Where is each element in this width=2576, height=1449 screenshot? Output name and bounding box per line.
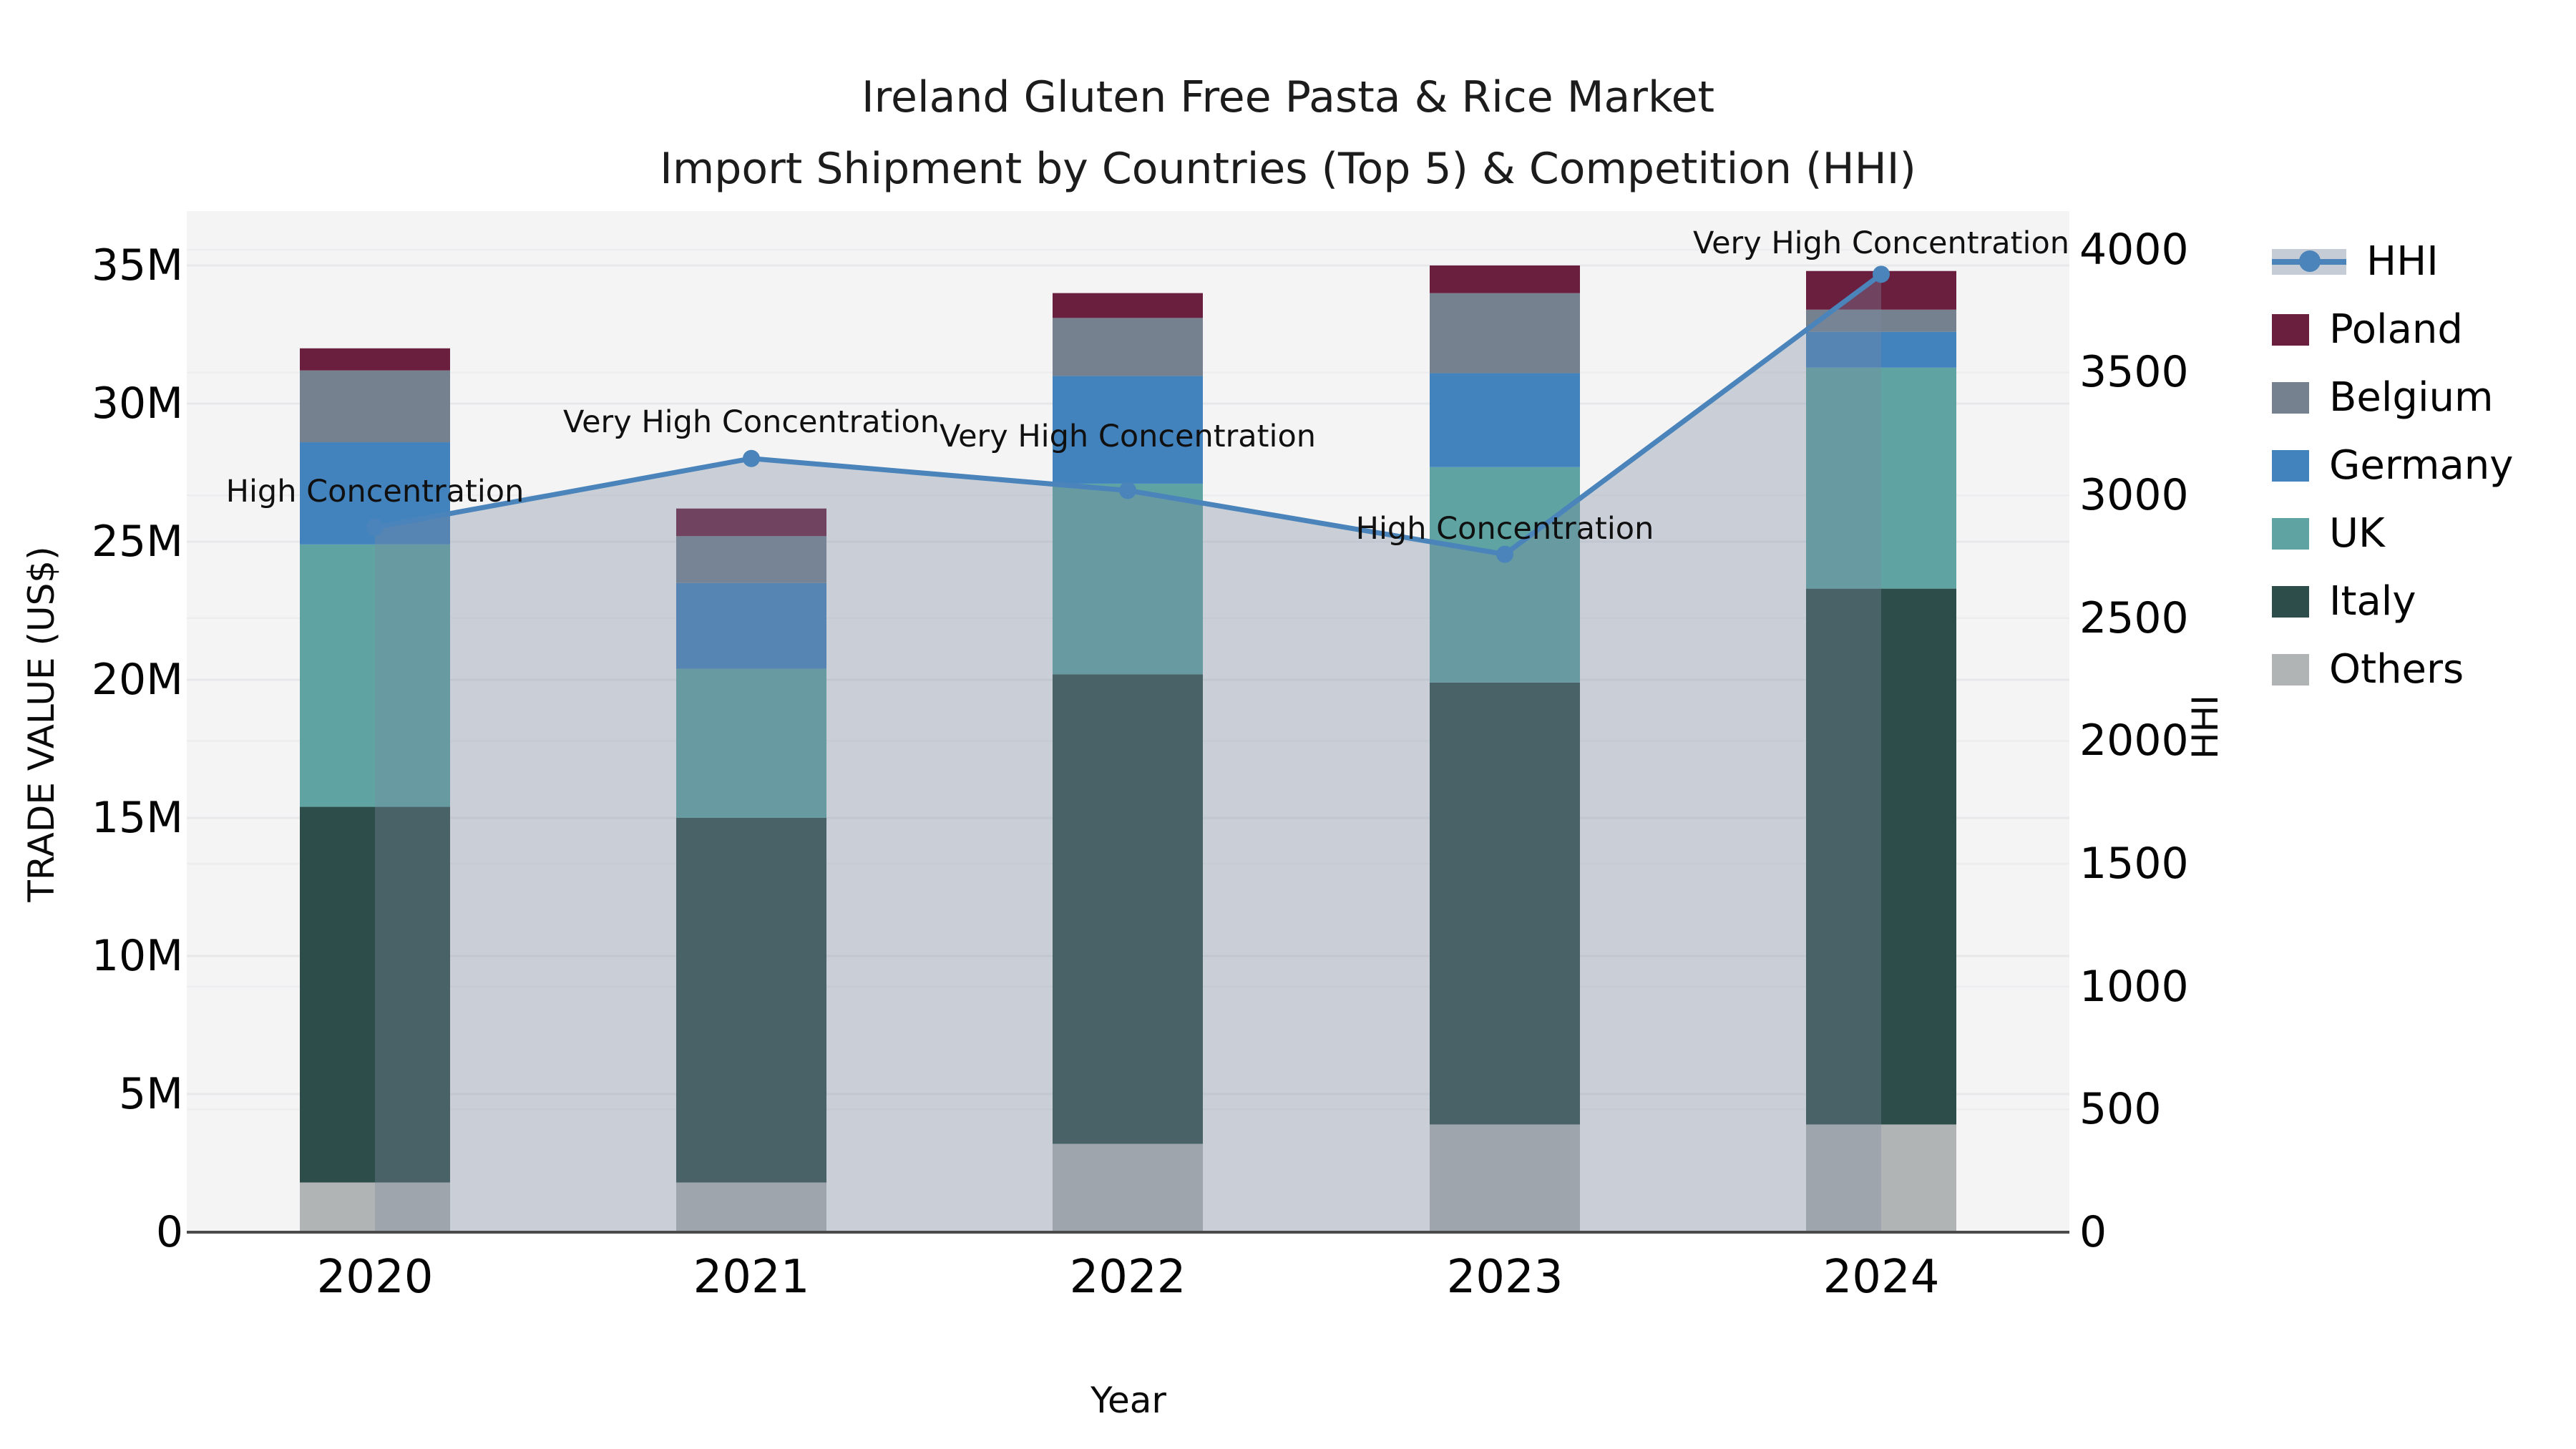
bar-segment-others-2022 <box>1053 1143 1203 1232</box>
legend-item-germany: Germany <box>2272 431 2572 499</box>
legend-item-belgium: Belgium <box>2272 364 2572 431</box>
left-tick-15m: 15M <box>91 793 183 843</box>
right-axis-title: HHI <box>2185 695 2226 759</box>
hhi-marker-2020 <box>366 518 384 536</box>
poland-swatch-icon <box>2272 313 2309 346</box>
legend-item-italy: Italy <box>2272 567 2572 635</box>
bar-segment-italy-2022 <box>1053 674 1203 1144</box>
bar-segment-uk-2021 <box>676 668 826 818</box>
legend-item-others: Others <box>2272 635 2572 703</box>
x-tick-2022: 2022 <box>1069 1251 1186 1304</box>
hhi-line-icon <box>2272 248 2346 275</box>
uk-swatch-icon <box>2272 517 2309 550</box>
legend-label: Others <box>2329 646 2464 693</box>
bar-segment-poland-2021 <box>676 508 826 537</box>
right-tick-1500: 1500 <box>2079 839 2189 889</box>
x-tick-2023: 2023 <box>1446 1251 1563 1304</box>
left-tick-5m: 5M <box>119 1069 183 1119</box>
x-tick-2024: 2024 <box>1823 1251 1940 1304</box>
annotation-2021: Very High Concentration <box>562 404 940 440</box>
left-tick-20m: 20M <box>91 655 183 705</box>
hhi-marker-2024 <box>1873 265 1890 283</box>
others-swatch-icon <box>2272 653 2309 686</box>
legend: HHI Poland Belgium Germany UK Italy Othe… <box>2272 228 2572 703</box>
legend-label: HHI <box>2366 238 2439 285</box>
right-tick-3500: 3500 <box>2079 347 2189 397</box>
bar-segment-uk-2024 <box>1806 367 1956 589</box>
hhi-marker-2021 <box>743 449 760 467</box>
belgium-swatch-icon <box>2272 381 2309 414</box>
legend-label: Belgium <box>2329 374 2494 421</box>
x-tick-2021: 2021 <box>693 1251 810 1304</box>
right-tick-4000: 4000 <box>2079 225 2189 275</box>
bar-segment-others-2023 <box>1430 1124 1580 1232</box>
bar-segment-germany-2022 <box>1053 376 1203 484</box>
bar-segment-germany-2024 <box>1806 331 1956 368</box>
x-tick-2020: 2020 <box>316 1251 434 1304</box>
bar-segment-uk-2022 <box>1053 483 1203 675</box>
chart-title-line2: Import Shipment by Countries (Top 5) & C… <box>660 144 1916 194</box>
x-axis-title: Year <box>1091 1380 1166 1421</box>
germany-swatch-icon <box>2272 449 2309 482</box>
right-tick-1000: 1000 <box>2079 962 2189 1012</box>
right-tick-500: 500 <box>2079 1084 2162 1134</box>
bar-segment-uk-2023 <box>1430 467 1580 683</box>
legend-label: Germany <box>2329 442 2514 489</box>
right-tick-2000: 2000 <box>2079 716 2189 766</box>
annotation-2022: Very High Concentration <box>939 419 1317 454</box>
bar-segment-uk-2020 <box>300 544 450 807</box>
legend-item-hhi: HHI <box>2272 228 2572 296</box>
left-axis-title: TRADE VALUE (US$) <box>21 546 62 902</box>
hhi-marker-2022 <box>1119 482 1136 499</box>
bar-segment-belgium-2022 <box>1053 318 1203 376</box>
left-tick-25m: 25M <box>91 517 183 567</box>
legend-label: UK <box>2329 510 2385 557</box>
right-tick-0: 0 <box>2079 1207 2107 1257</box>
left-tick-0: 0 <box>155 1207 183 1257</box>
annotation-2020: High Concentration <box>225 474 525 509</box>
bar-segment-others-2021 <box>676 1182 826 1232</box>
right-tick-3000: 3000 <box>2079 470 2189 520</box>
italy-swatch-icon <box>2272 585 2309 618</box>
legend-item-poland: Poland <box>2272 296 2572 364</box>
right-tick-2500: 2500 <box>2079 593 2189 643</box>
legend-label: Poland <box>2329 306 2463 353</box>
bar-segment-italy-2021 <box>676 818 826 1183</box>
chart-title-line1: Ireland Gluten Free Pasta & Rice Market <box>861 72 1715 122</box>
bar-segment-belgium-2021 <box>676 536 826 583</box>
hhi-area-fill <box>375 274 1881 1233</box>
hhi-marker-2023 <box>1496 545 1513 563</box>
left-tick-35m: 35M <box>91 240 183 291</box>
bar-segment-others-2024 <box>1806 1124 1956 1232</box>
bar-segment-italy-2023 <box>1430 682 1580 1125</box>
legend-label: Italy <box>2329 578 2416 625</box>
annotation-2024: Very High Concentration <box>1692 225 2070 261</box>
left-tick-10m: 10M <box>91 931 183 981</box>
bar-segment-poland-2022 <box>1053 293 1203 318</box>
left-tick-30m: 30M <box>91 379 183 429</box>
bar-segment-germany-2021 <box>676 582 826 669</box>
bar-segment-poland-2023 <box>1430 265 1580 293</box>
legend-item-uk: UK <box>2272 499 2572 567</box>
bar-segment-italy-2024 <box>1806 588 1956 1125</box>
annotation-2023: High Concentration <box>1355 511 1654 547</box>
bar-segment-belgium-2023 <box>1430 293 1580 374</box>
bar-segment-germany-2023 <box>1430 373 1580 467</box>
bar-segment-italy-2020 <box>300 806 450 1183</box>
bar-segment-poland-2020 <box>300 348 450 371</box>
bar-segment-others-2020 <box>300 1182 450 1232</box>
bar-segment-belgium-2020 <box>300 370 450 443</box>
